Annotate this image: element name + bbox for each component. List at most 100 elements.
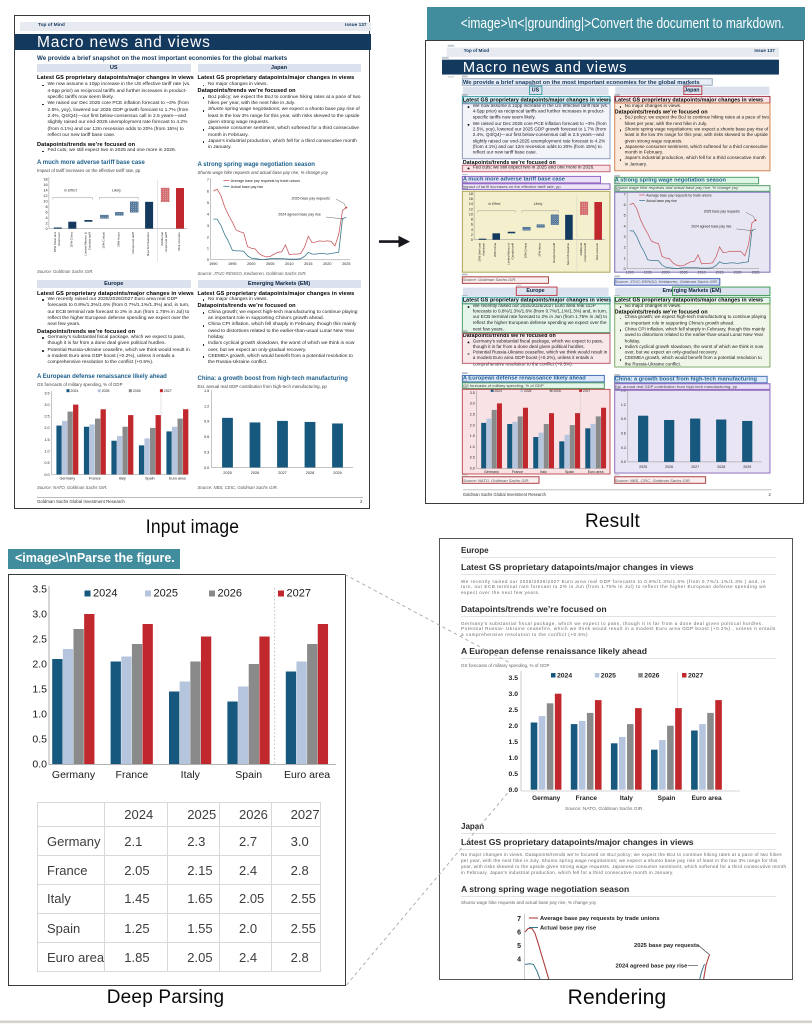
svg-text:1.0: 1.0 [44,449,49,453]
svg-text:Risk scenario: Risk scenario [595,242,599,260]
svg-text:0: 0 [45,227,47,231]
svg-text:New GS baseline: New GS baseline [146,231,150,255]
svg-text:Germany: Germany [484,470,499,474]
svg-text:10: 10 [468,212,472,216]
svg-text:2010: 2010 [697,270,705,274]
svg-text:2028: 2028 [305,471,313,475]
svg-text:reciprocal tariff: reciprocal tariff [582,242,586,261]
svg-text:2.0: 2.0 [44,426,49,430]
svg-text:1995: 1995 [228,262,236,266]
svg-text:12: 12 [468,207,472,211]
svg-text:2: 2 [45,221,47,225]
svg-text:Spain: Spain [658,795,676,802]
svg-text:4: 4 [45,216,47,220]
svg-text:Actual base pay rise: Actual base pay rise [645,198,676,202]
svg-text:2025: 2025 [223,471,231,475]
svg-text:Additional: Additional [160,231,164,245]
svg-text:4: 4 [623,224,625,228]
svg-text:0.9: 0.9 [204,419,209,423]
svg-text:2026: 2026 [664,464,672,468]
svg-text:2027: 2027 [287,588,311,600]
svg-text:25% Steel and: 25% Steel and [53,231,57,251]
svg-text:4: 4 [206,212,208,216]
svg-text:2024: 2024 [71,389,79,393]
svg-text:1: 1 [623,256,625,260]
svg-text:8: 8 [470,217,472,221]
svg-text:Spain: Spain [145,476,155,480]
svg-text:Likely: Likely [533,202,542,206]
svg-text:20% China: 20% China [493,242,497,256]
svg-text:Canada tariff: Canada tariff [510,242,514,259]
svg-text:Canada tariff: Canada tariff [87,231,91,249]
svg-text:7: 7 [623,192,625,196]
svg-text:0.5: 0.5 [509,771,519,778]
svg-text:0.9: 0.9 [620,417,625,421]
svg-text:2.5: 2.5 [32,634,47,646]
svg-text:2027: 2027 [582,388,590,392]
svg-text:2010: 2010 [285,262,293,266]
svg-text:1.5: 1.5 [204,389,209,393]
svg-text:Actual base pay rise: Actual base pay rise [230,184,262,188]
svg-text:2025: 2025 [524,388,532,392]
svg-text:10% Critical: 10% Critical [523,242,527,258]
svg-text:6: 6 [517,930,521,937]
svg-text:0.6: 0.6 [204,435,209,439]
svg-text:1.5: 1.5 [509,739,519,746]
svg-text:2026: 2026 [133,389,141,393]
svg-text:2015: 2015 [304,262,312,266]
svg-text:2025 base pay requests: 2025 base pay requests [634,943,699,949]
svg-text:2025: 2025 [638,464,646,468]
svg-text:2024 agreed base pay rise: 2024 agreed base pay rise [690,224,730,228]
svg-text:Average base pay requests by t: Average base pay requests by trade union… [645,193,711,197]
svg-text:Limited Mexico &: Limited Mexico & [506,242,510,264]
svg-text:2025: 2025 [601,673,616,680]
svg-text:3.0: 3.0 [32,609,47,621]
svg-text:Italy: Italy [540,470,547,474]
svg-text:2026: 2026 [553,388,561,392]
svg-text:2000: 2000 [247,262,255,266]
svg-text:2025 base pay requests: 2025 base pay requests [703,209,739,213]
svg-text:3.0: 3.0 [44,402,49,406]
svg-text:Italy: Italy [620,795,633,802]
svg-text:0.5: 0.5 [469,455,474,459]
svg-text:Reciprocal tariff: Reciprocal tariff [551,242,555,262]
svg-text:2024 agreed base pay rise: 2024 agreed base pay rise [616,964,689,970]
svg-text:3.5: 3.5 [509,675,519,682]
svg-text:7: 7 [517,916,521,923]
svg-text:2020: 2020 [733,270,741,274]
svg-text:0: 0 [206,258,208,262]
svg-text:2020: 2020 [323,262,331,266]
svg-text:Germany: Germany [52,769,96,781]
svg-text:0.0: 0.0 [620,460,625,464]
svg-text:6: 6 [470,222,472,226]
svg-text:1.5: 1.5 [44,437,49,441]
svg-text:Aluminum: Aluminum [481,242,485,255]
svg-text:France: France [116,769,149,781]
svg-text:1990: 1990 [625,270,633,274]
svg-text:2.5: 2.5 [44,414,49,418]
svg-text:In Effect: In Effect [64,188,78,192]
svg-text:Actual base pay rise: Actual base pay rise [540,926,597,932]
svg-text:25% Steel and: 25% Steel and [477,242,481,261]
svg-text:2025: 2025 [751,270,759,274]
svg-text:Euro area: Euro area [284,769,330,781]
svg-text:France: France [511,470,522,474]
svg-text:0.0: 0.0 [32,759,47,771]
svg-text:Spain: Spain [235,769,262,781]
svg-text:Additional: Additional [579,242,583,255]
svg-text:3.0: 3.0 [509,691,519,698]
svg-text:2005: 2005 [266,262,274,266]
svg-text:2026: 2026 [218,588,242,600]
svg-text:2026: 2026 [250,471,258,475]
svg-text:1.0: 1.0 [509,755,519,762]
svg-text:2015: 2015 [715,270,723,274]
svg-text:3.5: 3.5 [469,390,474,394]
svg-text:2029: 2029 [742,464,750,468]
svg-text:5: 5 [206,200,208,204]
svg-text:1.2: 1.2 [620,403,625,407]
svg-text:0.0: 0.0 [469,466,474,470]
svg-text:0.0: 0.0 [44,472,49,476]
svg-text:2027: 2027 [690,464,698,468]
svg-text:1.5: 1.5 [32,684,47,696]
svg-text:25% Autos: 25% Autos [116,231,120,246]
